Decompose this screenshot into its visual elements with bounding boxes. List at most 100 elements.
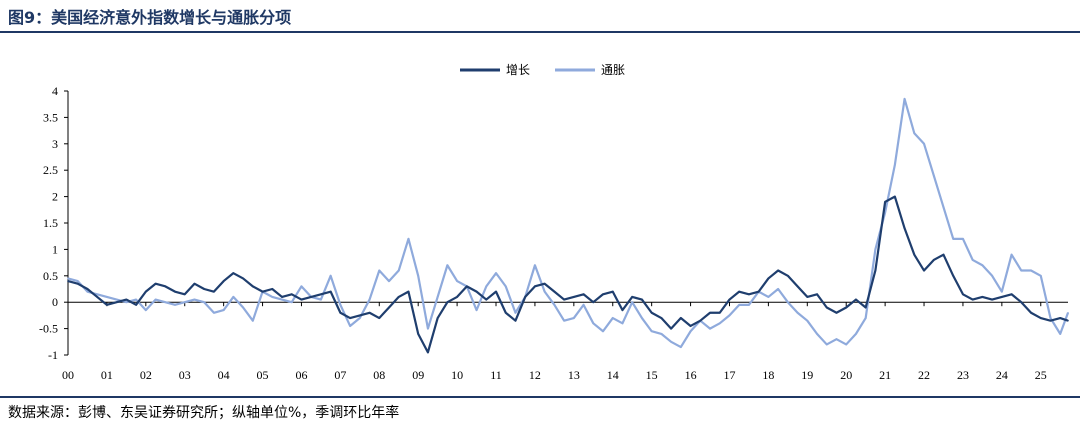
line-chart: 增长 通胀 -1 -0.5 0 0.5 1 1.5 2 2.5 3 3.5 4 00 01 02 03 04 05… bbox=[39, 63, 1070, 382]
y-tick-label: 1.5 bbox=[43, 216, 58, 230]
data-point-inflation bbox=[767, 296, 770, 298]
data-point-growth bbox=[106, 304, 108, 306]
data-point-inflation bbox=[154, 298, 157, 301]
data-point-growth bbox=[76, 282, 79, 285]
x-tick-label: 08 bbox=[373, 368, 385, 382]
data-point-growth bbox=[543, 282, 546, 285]
data-point-inflation bbox=[1001, 290, 1003, 293]
data-point-growth bbox=[320, 293, 322, 296]
data-point-inflation bbox=[1039, 275, 1042, 277]
data-point-growth bbox=[611, 290, 614, 293]
y-tick-label: 3 bbox=[52, 137, 58, 151]
data-point-growth bbox=[835, 311, 838, 314]
data-point-growth bbox=[164, 285, 167, 288]
data-point-inflation bbox=[981, 264, 984, 267]
data-point-growth bbox=[864, 306, 867, 309]
data-point-growth bbox=[281, 296, 283, 298]
data-point-inflation bbox=[115, 298, 118, 301]
data-point-inflation bbox=[281, 298, 283, 301]
data-point-growth bbox=[718, 311, 721, 314]
data-point-inflation bbox=[592, 322, 595, 325]
data-point-inflation bbox=[349, 325, 351, 327]
data-point-inflation bbox=[845, 343, 848, 346]
y-tick-label: 0.5 bbox=[43, 269, 58, 283]
data-point-inflation bbox=[728, 314, 731, 317]
data-point-inflation bbox=[135, 298, 137, 301]
x-tick-label: 12 bbox=[529, 368, 541, 382]
data-point-growth bbox=[991, 298, 993, 301]
data-point-growth bbox=[378, 317, 381, 319]
data-point-growth bbox=[894, 195, 896, 198]
title-rule bbox=[0, 31, 1080, 33]
data-point-inflation bbox=[825, 343, 828, 346]
data-point-growth bbox=[1049, 319, 1052, 322]
data-point-inflation bbox=[1067, 311, 1069, 314]
data-point-growth bbox=[641, 298, 643, 301]
data-point-growth bbox=[825, 306, 828, 309]
data-point-inflation bbox=[495, 272, 497, 274]
data-point-inflation bbox=[193, 298, 196, 301]
series-line-inflation bbox=[67, 97, 1070, 349]
data-point-inflation bbox=[913, 132, 916, 135]
data-point-inflation bbox=[923, 143, 925, 145]
x-tick-label: 00 bbox=[62, 368, 74, 382]
data-point-growth bbox=[806, 296, 809, 298]
data-point-inflation bbox=[320, 298, 322, 301]
data-point-growth bbox=[670, 327, 672, 330]
data-point-inflation bbox=[388, 280, 390, 282]
data-point-inflation bbox=[397, 269, 400, 272]
data-point-inflation bbox=[894, 164, 896, 166]
legend-label: 增长 bbox=[506, 63, 530, 77]
data-point-growth bbox=[193, 282, 196, 285]
data-point-inflation bbox=[563, 319, 565, 322]
x-tick-label: 17 bbox=[723, 368, 735, 382]
data-point-growth bbox=[232, 272, 235, 274]
series-line-growth bbox=[67, 195, 1069, 354]
data-point-growth bbox=[699, 319, 702, 322]
data-point-growth bbox=[563, 298, 565, 301]
data-point-inflation bbox=[427, 327, 429, 330]
data-point-growth bbox=[1001, 296, 1003, 298]
data-point-growth bbox=[1039, 317, 1042, 319]
data-point-growth bbox=[971, 298, 974, 301]
data-point-growth bbox=[855, 298, 857, 301]
data-point-growth bbox=[485, 298, 488, 301]
data-point-inflation bbox=[368, 298, 371, 301]
data-point-growth bbox=[573, 296, 575, 298]
data-point-growth bbox=[397, 296, 400, 298]
data-point-growth bbox=[417, 333, 419, 335]
data-point-inflation bbox=[650, 330, 653, 333]
data-point-inflation bbox=[67, 277, 69, 280]
x-tick-label: 18 bbox=[762, 368, 774, 382]
data-point-inflation bbox=[670, 341, 672, 343]
data-point-growth bbox=[757, 290, 760, 293]
y-tick-label: 1 bbox=[52, 242, 58, 256]
chart-legend: 增长 通胀 bbox=[460, 63, 625, 77]
data-point-growth bbox=[359, 314, 361, 317]
data-point-growth bbox=[86, 288, 89, 290]
data-point-growth bbox=[748, 293, 750, 296]
data-point-inflation bbox=[359, 317, 361, 319]
data-point-growth bbox=[514, 319, 517, 322]
x-tick-label: 20 bbox=[840, 368, 852, 382]
data-point-growth bbox=[582, 293, 585, 296]
data-point-inflation bbox=[174, 304, 176, 306]
data-point-growth bbox=[339, 311, 342, 314]
data-point-inflation bbox=[631, 301, 633, 304]
data-point-growth bbox=[1020, 301, 1023, 304]
data-point-inflation bbox=[738, 304, 741, 306]
data-point-growth bbox=[154, 282, 157, 285]
data-point-growth bbox=[495, 290, 497, 293]
data-point-inflation bbox=[485, 285, 488, 288]
data-point-inflation bbox=[252, 319, 254, 322]
data-point-inflation bbox=[213, 311, 215, 314]
data-point-inflation bbox=[777, 288, 779, 290]
data-point-inflation bbox=[864, 317, 867, 319]
data-point-inflation bbox=[183, 301, 186, 304]
data-point-growth bbox=[553, 290, 556, 293]
data-point-growth bbox=[534, 285, 536, 288]
data-point-inflation bbox=[874, 248, 877, 251]
data-point-inflation bbox=[456, 280, 458, 282]
data-point-inflation bbox=[582, 304, 585, 306]
data-point-growth bbox=[174, 290, 176, 293]
